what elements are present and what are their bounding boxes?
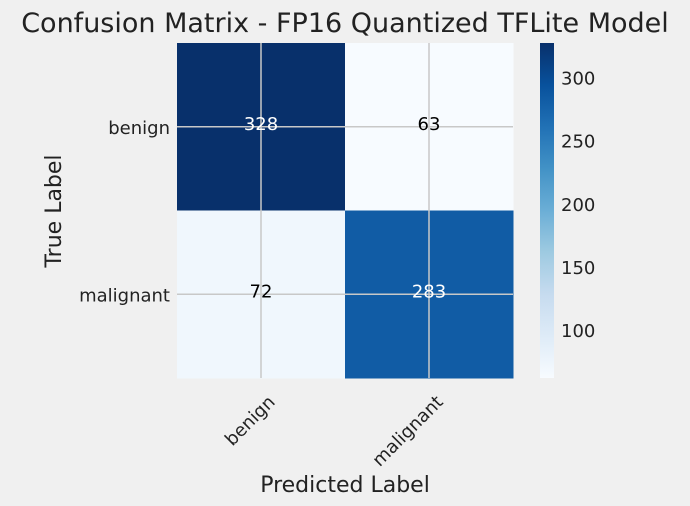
cell-value-label: 283 — [412, 281, 446, 302]
colorbar-tick-label: 100 — [561, 321, 595, 342]
y-tick-label: benign — [108, 118, 170, 139]
grid-lines — [177, 43, 513, 378]
cell-value-label: 63 — [418, 114, 441, 135]
x-tick-label: malignant — [368, 392, 447, 471]
colorbar-tick-label: 200 — [561, 195, 595, 216]
cell-value-label: 72 — [250, 281, 273, 302]
cell-value-label: 328 — [244, 114, 278, 135]
colorbar-ticks: 100 150 200 250 300 — [561, 68, 595, 342]
colorbar — [540, 43, 554, 378]
chart-title: Confusion Matrix - FP16 Quantized TFLite… — [21, 8, 669, 39]
x-tick-labels: benign malignant — [221, 392, 448, 471]
y-axis-label: True Label — [42, 154, 67, 268]
x-axis-label: Predicted Label — [260, 473, 430, 498]
y-tick-label: malignant — [79, 285, 170, 306]
colorbar-tick-label: 250 — [561, 132, 595, 153]
y-tick-labels: benign malignant — [79, 118, 170, 307]
cell-value-labels: 328 63 72 283 — [244, 114, 446, 303]
x-tick-label: benign — [221, 392, 280, 451]
colorbar-tick-label: 150 — [561, 258, 595, 279]
heatmap-cells — [177, 43, 514, 379]
colorbar-tick-label: 300 — [561, 68, 595, 89]
